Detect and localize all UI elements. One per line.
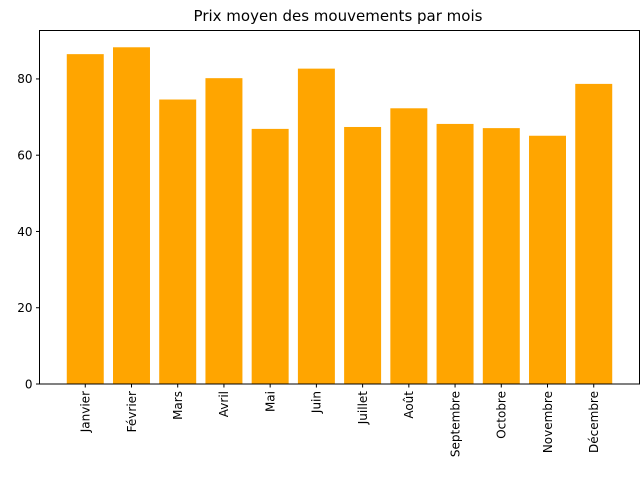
bar-avril [205, 78, 243, 385]
x-tick-label-août: Août [402, 391, 416, 419]
x-tick-label-avril: Avril [217, 391, 231, 417]
x-tick-label-janvier: Janvier [79, 391, 93, 433]
y-tick-label: 60 [17, 148, 32, 162]
y-tick-label: 40 [17, 225, 32, 239]
bar-février [113, 47, 150, 384]
y-tick-label: 0 [25, 377, 33, 391]
x-tick-label-juillet: Juillet [356, 391, 370, 426]
bar-août [390, 108, 428, 384]
x-tick-label-juin: Juin [310, 391, 324, 414]
x-tick-label-septembre: Septembre [448, 391, 462, 457]
x-tick-label-décembre: Décembre [587, 391, 601, 453]
bar-juin [297, 68, 335, 384]
y-tick-label: 20 [17, 301, 32, 315]
x-tick-label-mai: Mai [263, 391, 277, 412]
bar-novembre [529, 135, 566, 384]
y-tick-label: 80 [17, 72, 32, 86]
bar-décembre [575, 83, 613, 384]
x-tick-label-février: Février [125, 391, 139, 432]
x-tick-label-octobre: Octobre [495, 391, 509, 439]
bar-janvier [66, 54, 104, 384]
bar-mai [251, 128, 289, 384]
y-axis: 0 20 40 60 80 [17, 72, 40, 391]
bar-septembre [436, 123, 474, 385]
x-tick-label-mars: Mars [171, 391, 185, 420]
x-axis: Janvier Février Mars Avril Mai Juin Juillet Aoû… [79, 384, 601, 457]
x-tick-label-novembre: Novembre [541, 391, 555, 453]
bar-juillet [344, 126, 382, 384]
bar-mars [159, 99, 197, 385]
bar-octobre [482, 128, 520, 384]
chart-title: Prix moyen des mouvements par mois [194, 7, 483, 25]
bars-layer [66, 47, 613, 385]
